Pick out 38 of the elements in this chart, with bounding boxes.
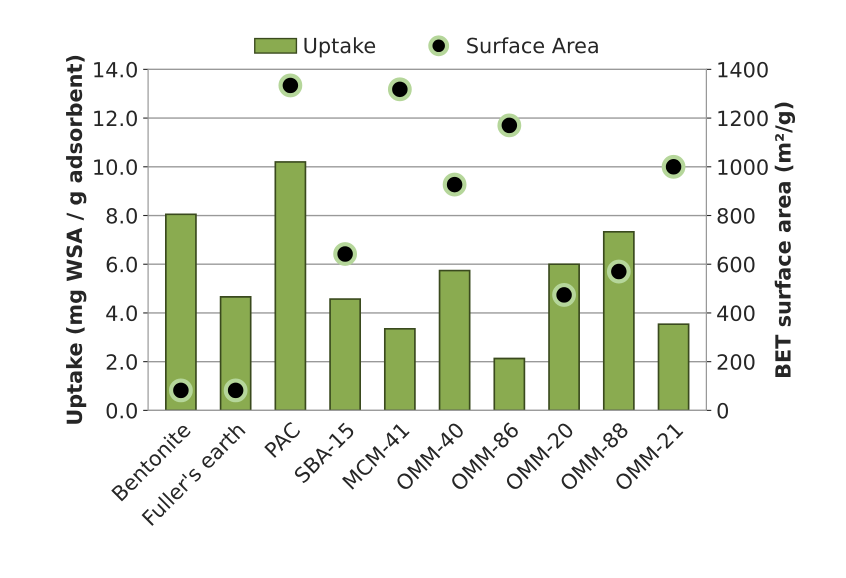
y2-tick-label: 1200 [718, 110, 768, 126]
y2-axis-title: BET surface area (m²/g) [774, 102, 796, 378]
bar [165, 213, 197, 410]
y2-tick-label: 600 [718, 256, 755, 272]
y2-tick-label: 200 [718, 354, 755, 370]
bar [384, 328, 416, 410]
bar [329, 298, 362, 410]
point [168, 378, 193, 402]
y-tick-label: 2.0 [106, 354, 137, 370]
y-tick-label: 10.0 [94, 159, 137, 176]
y2-tick-label: 0 [718, 402, 728, 419]
y-tick-label: 8.0 [106, 208, 137, 224]
point [224, 378, 248, 402]
y-tick-label: 6.0 [106, 256, 137, 272]
legend-label: Surface Area [467, 37, 598, 54]
bar [438, 270, 470, 410]
y-tick-label: 4.0 [106, 305, 137, 322]
legend-label: Uptake [304, 37, 376, 58]
y2-tick-label: 800 [718, 208, 755, 224]
y-axis-title: Uptake (mg WSA / g adsorbent) [66, 56, 86, 424]
bar [658, 323, 690, 410]
y-tick-label: 14.0 [94, 62, 137, 78]
point [497, 113, 522, 138]
bar [274, 161, 306, 410]
bar [602, 230, 635, 410]
point [333, 242, 358, 266]
point [662, 154, 686, 179]
y2-tick-label: 1000 [718, 159, 768, 176]
point [606, 260, 631, 284]
point [278, 74, 302, 98]
bar [493, 358, 526, 410]
y2-tick-label: 400 [717, 305, 755, 322]
point [388, 77, 412, 102]
y2-tick-label: 1400 [718, 62, 768, 78]
y-tick-label: 12.0 [94, 110, 137, 126]
point [442, 172, 467, 196]
y-tick-label: 0.0 [106, 402, 137, 419]
point [552, 283, 576, 307]
